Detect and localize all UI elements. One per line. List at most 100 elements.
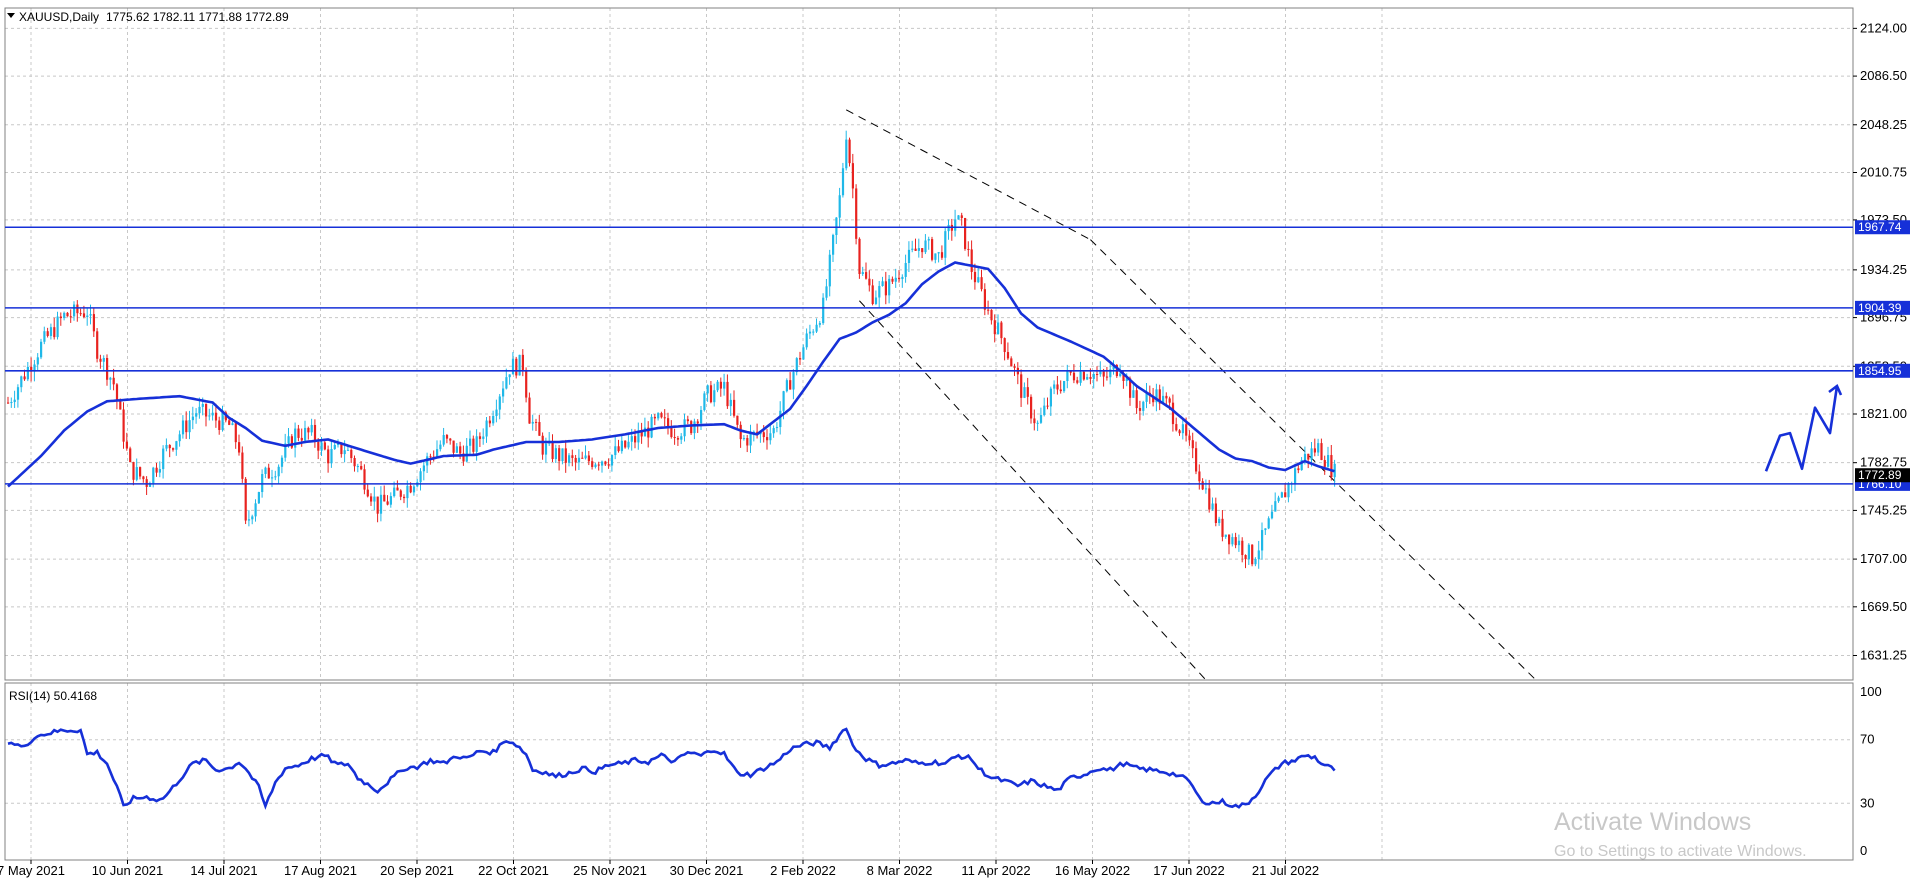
- candle-body: [1178, 430, 1181, 434]
- candle-body: [888, 278, 891, 296]
- candle-body: [693, 421, 696, 434]
- candle-body: [350, 449, 353, 459]
- candle-body: [1006, 352, 1010, 359]
- candle-body: [832, 234, 835, 255]
- candle-body: [356, 466, 359, 468]
- candle-body: [607, 464, 610, 466]
- candle-body: [990, 309, 993, 321]
- candle-body: [257, 492, 260, 504]
- candle-body: [686, 419, 689, 422]
- candle-body: [488, 420, 491, 424]
- candle-body: [436, 449, 439, 458]
- candle-body: [396, 487, 399, 491]
- candle-body: [1214, 503, 1217, 524]
- candle-body: [795, 358, 798, 373]
- candle-body: [264, 467, 267, 474]
- candle-body: [957, 215, 960, 220]
- candle-body: [218, 420, 221, 431]
- candle-body: [931, 239, 934, 260]
- candle-body: [591, 461, 594, 467]
- date-axis: 7 May 2021 10 Jun 2021 14 Jul 2021 17 Aug 2…: [0, 859, 1853, 878]
- candle-body: [469, 438, 472, 446]
- price-level-tag: [1855, 300, 1910, 315]
- candle-body: [1211, 503, 1214, 510]
- date-tick-label: 7 May 2021: [0, 863, 65, 878]
- candle-body: [997, 322, 1000, 335]
- candle-body: [284, 443, 287, 458]
- candle-body: [891, 278, 894, 282]
- candle-body: [370, 496, 373, 502]
- candle-body: [742, 438, 746, 440]
- date-tick-label: 14 Jul 2021: [190, 863, 257, 878]
- candle-body: [96, 331, 99, 359]
- header-dropdown-icon[interactable]: [7, 13, 15, 18]
- candle-body: [106, 358, 109, 380]
- candle-body: [769, 433, 772, 441]
- candle-body: [313, 424, 317, 443]
- candle-body: [709, 385, 713, 403]
- candle-body: [881, 281, 884, 286]
- price-grid: [5, 8, 1853, 680]
- candle-body: [752, 431, 755, 433]
- candle-body: [713, 390, 716, 403]
- candle-body: [492, 415, 495, 424]
- candle-body: [92, 314, 95, 332]
- candle-body: [650, 416, 653, 438]
- candle-body: [634, 436, 637, 443]
- candle-body: [1056, 384, 1059, 390]
- current-price-tag: [1855, 468, 1910, 483]
- candle-body: [168, 444, 171, 449]
- candle-body: [1158, 389, 1161, 404]
- candle-body: [601, 461, 604, 466]
- date-tick-label: 17 Aug 2021: [284, 863, 357, 878]
- chart-header: XAUUSD,Daily 1775.62 1782.11 1771.88 177…: [7, 10, 289, 24]
- candle-body: [478, 436, 482, 439]
- projection-line: [1764, 385, 1839, 472]
- candle-body: [82, 313, 86, 317]
- candle-body: [1317, 443, 1320, 453]
- candle-body: [307, 427, 310, 433]
- candle-body: [917, 248, 920, 251]
- candle-body: [901, 276, 904, 280]
- date-tick-label: 16 May 2022: [1055, 863, 1130, 878]
- candle-body: [643, 427, 647, 437]
- candle-body: [158, 469, 161, 473]
- candle-body: [234, 423, 237, 443]
- candle-body: [983, 289, 986, 310]
- candle-body: [627, 441, 630, 448]
- rsi-tick-label: 30: [1860, 795, 1874, 810]
- candle-body: [1125, 378, 1128, 381]
- date-tick-label: 21 Jul 2022: [1252, 863, 1319, 878]
- candle-body: [135, 467, 138, 480]
- candle-body: [775, 427, 779, 429]
- candle-body: [73, 304, 76, 317]
- candle-body: [927, 239, 930, 241]
- candle-body: [472, 438, 475, 452]
- candle-body: [145, 479, 148, 487]
- candle-body: [142, 476, 145, 480]
- candle-body: [841, 168, 845, 196]
- candle-body: [964, 218, 967, 249]
- candle-body: [739, 424, 742, 440]
- candle-body: [967, 248, 970, 250]
- candle-body: [937, 252, 940, 254]
- candle-body: [353, 458, 356, 467]
- candle-body: [921, 248, 924, 253]
- candle-body: [389, 496, 392, 505]
- candle-body: [346, 449, 350, 451]
- candle-body: [475, 436, 478, 452]
- candle-body: [320, 442, 323, 451]
- date-tick-label: 25 Nov 2021: [573, 863, 647, 878]
- candle-body: [525, 369, 528, 398]
- candle-body: [16, 387, 20, 400]
- rsi-grid: [5, 683, 1853, 860]
- horizontal-levels[interactable]: [5, 226, 1853, 485]
- candle-body: [449, 438, 452, 441]
- candle-body: [1267, 518, 1270, 529]
- price-tick-label: 1934.25: [1860, 262, 1907, 277]
- candle-body: [511, 358, 515, 375]
- candle-body: [874, 297, 878, 304]
- candle-body: [465, 445, 468, 462]
- candle-body: [485, 420, 488, 437]
